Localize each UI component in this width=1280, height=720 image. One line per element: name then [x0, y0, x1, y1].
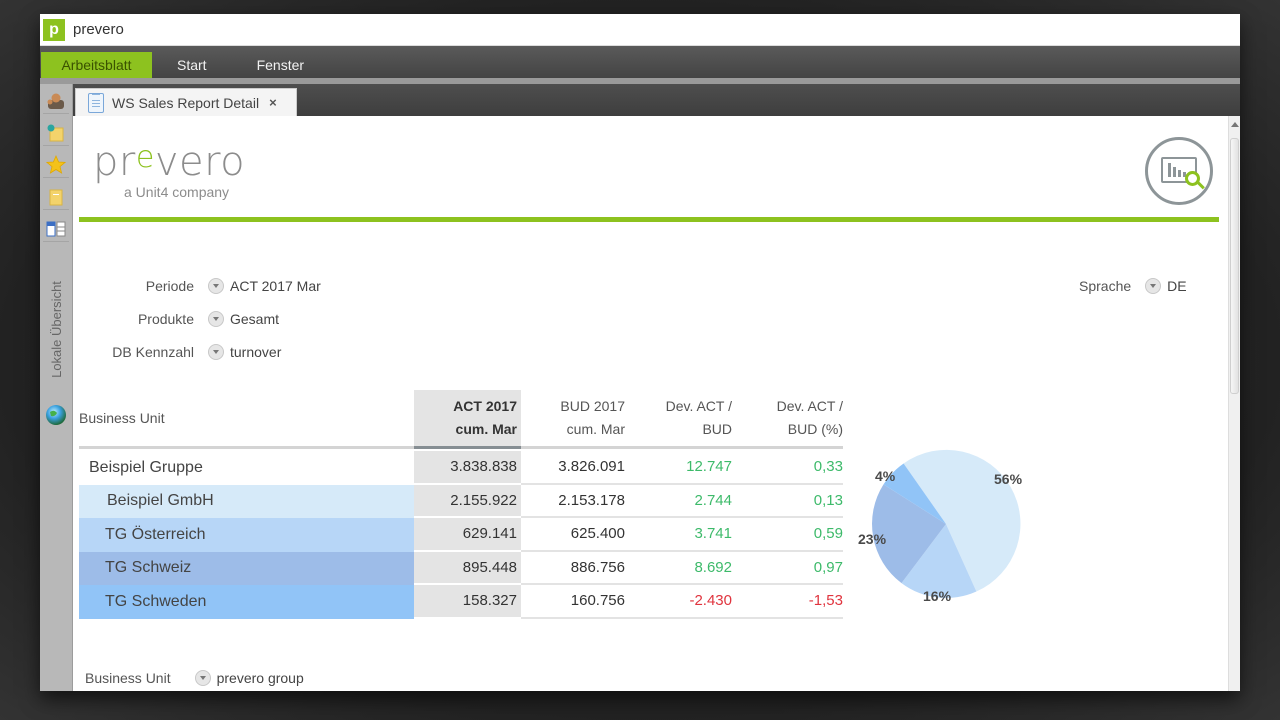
filter-business-unit: Business Unit prevero group [85, 670, 304, 686]
dock-user-button[interactable] [43, 88, 69, 114]
pie-svg [872, 449, 1021, 599]
dock-globe-button[interactable] [43, 402, 69, 428]
dock-vertical-label[interactable]: Lokale Übersicht [48, 281, 64, 378]
business-unit-dropdown-icon[interactable] [194, 670, 211, 686]
chart-screen-icon [1161, 157, 1197, 183]
business-unit-value[interactable]: prevero group [216, 670, 304, 686]
business-unit-pie-chart: 56% 16% 23% 4% [851, 431, 1051, 621]
menu-fenster[interactable]: Fenster [256, 57, 305, 73]
table-body: Beispiel Gruppe 3.838.838 3.826.091 12.7… [79, 451, 843, 619]
pie-label-schweiz: 23% [858, 531, 887, 547]
filter-sprache: Sprache DE [1079, 278, 1187, 294]
menu-bar: Arbeitsblatt Start Fenster [40, 46, 1240, 78]
menu-divider [40, 78, 1240, 84]
filter-periode: Periode ACT 2017 Mar [145, 278, 321, 294]
table-row-beispiel-gmbh[interactable]: Beispiel GmbH 2.155.922 2.153.178 2.744 … [79, 484, 843, 518]
left-dock: Lokale Übersicht [40, 84, 73, 691]
tab-ws-sales-report-detail[interactable]: WS Sales Report Detail × [75, 88, 297, 116]
pie-label-schweden: 4% [875, 468, 896, 484]
tab-close-button[interactable]: × [269, 95, 277, 110]
globe-icon [46, 405, 66, 425]
app-logo-icon: p [43, 18, 65, 41]
title-bar: p prevero [40, 14, 1240, 46]
table-header: Business Unit ACT 2017 cum. Mar BUD 2017… [79, 390, 843, 449]
col-act-2017[interactable]: ACT 2017 cum. Mar [414, 390, 521, 446]
report-analysis-button[interactable] [1145, 137, 1213, 205]
dock-favorites-button[interactable] [43, 152, 69, 178]
scroll-up-arrow-icon[interactable] [1231, 122, 1239, 127]
col-bud-2017[interactable]: BUD 2017 cum. Mar [560, 398, 625, 437]
app-title: prevero [73, 21, 124, 38]
dock-folder-globe-button[interactable] [43, 120, 69, 146]
table-row-tg-oesterreich[interactable]: TG Österreich 629.141 625.400 3.741 0,59 [79, 518, 843, 552]
prevero-logo: prevero a Unit4 company [93, 139, 246, 200]
app-window: p prevero Arbeitsblatt Start Fenster [40, 14, 1240, 691]
table-icon [46, 221, 66, 236]
col-business-unit: Business Unit [79, 410, 165, 426]
dock-table-button[interactable] [43, 216, 69, 242]
filter-produkte: Produkte Gesamt [137, 311, 280, 327]
col-dev-act-bud-pct[interactable]: Dev. ACT / BUD (%) [776, 398, 843, 437]
produkte-dropdown-icon[interactable] [208, 311, 224, 327]
folder-icon [49, 189, 63, 205]
pie-label-gmbh: 56% [994, 471, 1023, 487]
user-icon [47, 93, 64, 109]
produkte-value[interactable]: Gesamt [230, 311, 280, 327]
table-row-beispiel-gruppe[interactable]: Beispiel Gruppe 3.838.838 3.826.091 12.7… [79, 451, 843, 485]
document-icon [88, 92, 104, 113]
periode-dropdown-icon[interactable] [208, 278, 224, 294]
header-divider [79, 217, 1219, 222]
table-row-tg-schweden[interactable]: TG Schweden 158.327 160.756 -2.430 -1,53 [79, 585, 843, 619]
report-content: prevero a Unit4 company Periode ACT 2017… [73, 116, 1228, 691]
vertical-scrollbar[interactable] [1228, 116, 1240, 691]
pie-slice-tg-schweden[interactable] [883, 463, 947, 525]
menu-arbeitsblatt[interactable]: Arbeitsblatt [41, 52, 152, 78]
pie-slice-tg-oesterreich[interactable] [901, 524, 977, 599]
table-row-tg-schweiz[interactable]: TG Schweiz 895.448 886.756 8.692 0,97 [79, 551, 843, 585]
document-tab-bar: WS Sales Report Detail × [73, 84, 1240, 116]
kennzahl-dropdown-icon[interactable] [208, 344, 224, 360]
kennzahl-value[interactable]: turnover [230, 344, 282, 360]
business-unit-table: Business Unit ACT 2017 cum. Mar BUD 2017… [79, 390, 843, 619]
sprache-dropdown-icon[interactable] [1145, 278, 1162, 294]
star-icon [46, 154, 66, 174]
brand-tagline: a Unit4 company [124, 184, 230, 200]
pie-slice-beispiel-gmbh[interactable] [903, 449, 1021, 592]
sprache-value[interactable]: DE [1167, 278, 1187, 294]
dock-folder-button[interactable] [43, 184, 69, 210]
filter-db-kennzahl: DB Kennzahl turnover [112, 344, 282, 360]
pie-label-oesterreich: 16% [923, 588, 952, 604]
menu-start[interactable]: Start [177, 57, 207, 73]
tab-label: WS Sales Report Detail [112, 94, 260, 111]
col-dev-act-bud[interactable]: Dev. ACT / BUD [665, 398, 732, 437]
folder-globe-icon [47, 124, 64, 141]
periode-value[interactable]: ACT 2017 Mar [230, 278, 321, 294]
scroll-thumb[interactable] [1230, 138, 1239, 394]
magnifier-icon [1185, 171, 1200, 186]
pie-slice-tg-schweiz[interactable] [872, 484, 946, 584]
